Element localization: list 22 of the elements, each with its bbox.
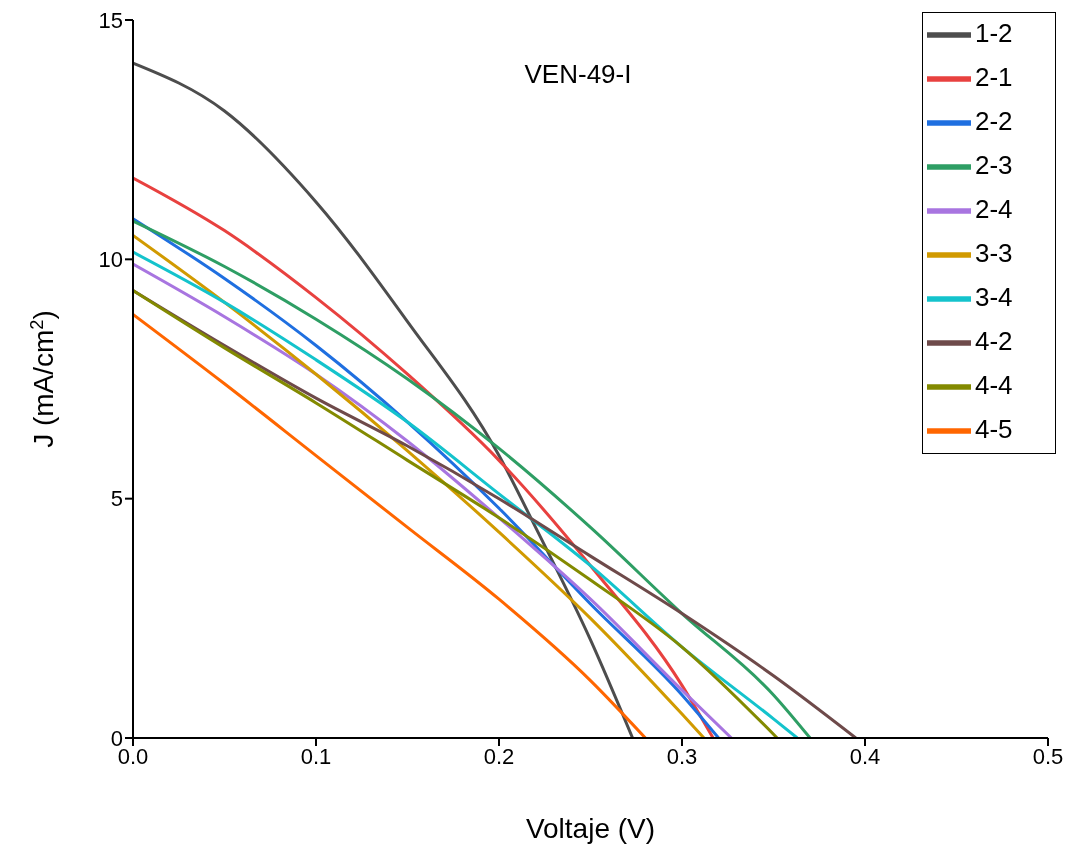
text: VEN-49-I <box>524 59 632 89</box>
legend-label: 2-1 <box>975 61 1013 92</box>
x-tick-label: 0.3 <box>666 743 698 769</box>
legend-label: 4-2 <box>975 325 1013 356</box>
legend-label: 2-2 <box>975 105 1013 136</box>
x-tick-label: 0.2 <box>483 743 515 769</box>
y-tick-label: 10 <box>98 247 123 273</box>
legend-label: 3-3 <box>975 237 1013 268</box>
line-series <box>133 61 635 738</box>
legend-label: 1-2 <box>975 17 1013 48</box>
legend-label: 2-4 <box>975 193 1013 224</box>
x-axis-title: Voltaje (V) <box>525 813 656 844</box>
line-series <box>133 312 647 738</box>
legend-label: 3-4 <box>975 281 1013 312</box>
y-tick-label: 15 <box>98 7 123 33</box>
legend-label: 2-3 <box>975 149 1013 180</box>
legend-label: 4-4 <box>975 369 1013 400</box>
x-tick-label: 0.5 <box>1032 743 1064 769</box>
y-tick-label: 5 <box>110 486 123 512</box>
x-tick-label: 0.4 <box>849 743 881 769</box>
legend-label: 4-5 <box>975 413 1013 444</box>
x-tick-label: 0.1 <box>300 743 332 769</box>
